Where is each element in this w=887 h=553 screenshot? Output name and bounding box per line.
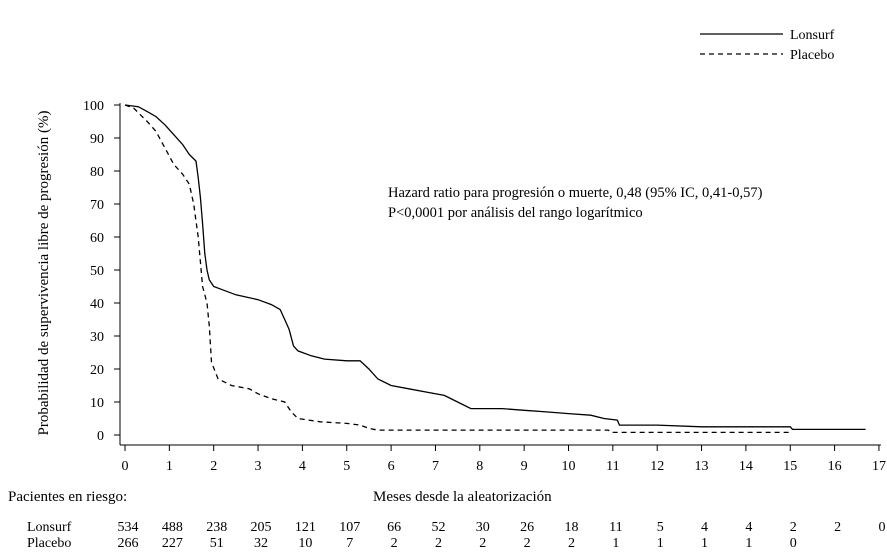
at-risk-value-lonsurf: 488 <box>162 520 183 535</box>
x-tick-label: 17 <box>872 459 886 474</box>
at-risk-value-placebo: 32 <box>254 536 268 551</box>
x-tick-label: 6 <box>388 459 395 474</box>
at-risk-value-placebo: 2 <box>479 536 486 551</box>
at-risk-table: Lonsurf Placebo 534 488 238 205 121 107 66 52 30… <box>27 520 885 551</box>
x-tick-label: 1 <box>166 459 173 474</box>
at-risk-value-lonsurf: 121 <box>295 520 316 535</box>
axes <box>119 103 881 446</box>
at-risk-value-placebo: 266 <box>118 536 139 551</box>
x-tick-label: 0 <box>122 459 129 474</box>
x-tick-label: 4 <box>299 459 306 474</box>
y-tick-label: 50 <box>90 264 104 279</box>
x-tick-label: 8 <box>476 459 483 474</box>
curve-placebo <box>124 104 791 434</box>
x-tick-label: 9 <box>521 459 528 474</box>
legend-label-lonsurf: Lonsurf <box>790 28 835 43</box>
curve-lonsurf <box>124 104 866 431</box>
x-tick-label: 7 <box>432 459 439 474</box>
y-tick-label: 10 <box>90 396 104 411</box>
y-tick-label: 80 <box>90 165 104 180</box>
x-axis-title: Meses desde la aleatorización <box>373 489 552 505</box>
at-risk-value-placebo: 51 <box>210 536 224 551</box>
at-risk-value-placebo: 2 <box>568 536 575 551</box>
x-tick-label: 11 <box>606 459 619 474</box>
at-risk-value-placebo: 1 <box>701 536 708 551</box>
at-risk-value-lonsurf: 205 <box>251 520 272 535</box>
x-tick-label: 5 <box>343 459 350 474</box>
y-tick-label: 60 <box>90 231 104 246</box>
x-tick-label: 13 <box>695 459 709 474</box>
at-risk-value-lonsurf: 5 <box>657 520 664 535</box>
at-risk-value-placebo: 227 <box>162 536 183 551</box>
at-risk-value-lonsurf: 52 <box>431 520 445 535</box>
y-tick-label: 20 <box>90 363 104 378</box>
at-risk-value-lonsurf: 534 <box>118 520 139 535</box>
legend-label-placebo: Placebo <box>790 48 834 63</box>
survival-curves <box>124 104 866 434</box>
at-risk-value-lonsurf: 66 <box>387 520 401 535</box>
y-ticks: 0 10 20 30 40 50 60 70 80 90 100 <box>83 99 120 444</box>
at-risk-value-placebo: 1 <box>612 536 619 551</box>
at-risk-value-lonsurf: 30 <box>476 520 490 535</box>
at-risk-value-lonsurf: 2 <box>790 520 797 535</box>
at-risk-value-lonsurf: 0 <box>878 520 885 535</box>
at-risk-value-placebo: 2 <box>435 536 442 551</box>
at-risk-value-lonsurf: 26 <box>520 520 534 535</box>
x-tick-label: 14 <box>739 459 753 474</box>
y-tick-label: 100 <box>83 99 104 114</box>
y-tick-label: 70 <box>90 198 104 213</box>
at-risk-value-placebo: 1 <box>745 536 752 551</box>
at-risk-value-lonsurf: 107 <box>339 520 360 535</box>
p-value-text: P<0,0001 por análisis del rango logarítm… <box>388 205 643 221</box>
x-tick-label: 15 <box>783 459 797 474</box>
at-risk-title: Pacientes en riesgo: <box>8 489 127 505</box>
at-risk-row-label-lonsurf: Lonsurf <box>27 520 72 535</box>
at-risk-value-lonsurf: 18 <box>565 520 579 535</box>
y-tick-label: 40 <box>90 297 104 312</box>
y-tick-label: 0 <box>97 429 104 444</box>
x-tick-label: 3 <box>255 459 262 474</box>
at-risk-value-lonsurf: 2 <box>834 520 841 535</box>
at-risk-value-lonsurf: 238 <box>206 520 227 535</box>
hazard-ratio-text: Hazard ratio para progresión o muerte, 0… <box>388 185 763 201</box>
x-ticks: 0 1 2 3 4 5 6 7 8 9 10 11 12 13 14 15 16 17 <box>122 445 886 474</box>
at-risk-value-placebo: 7 <box>346 536 353 551</box>
y-tick-label: 30 <box>90 330 104 345</box>
x-tick-label: 10 <box>562 459 576 474</box>
x-tick-label: 16 <box>828 459 842 474</box>
at-risk-value-placebo: 1 <box>657 536 664 551</box>
at-risk-value-placebo: 2 <box>524 536 531 551</box>
at-risk-value-placebo: 2 <box>391 536 398 551</box>
x-tick-label: 2 <box>210 459 217 474</box>
y-axis-title: Probabilidad de supervivencia libre de p… <box>36 111 52 436</box>
y-tick-label: 90 <box>90 132 104 147</box>
at-risk-value-placebo: 10 <box>298 536 312 551</box>
at-risk-value-lonsurf: 4 <box>701 520 708 535</box>
at-risk-value-lonsurf: 4 <box>745 520 752 535</box>
x-tick-label: 12 <box>650 459 664 474</box>
at-risk-value-lonsurf: 11 <box>609 520 622 535</box>
at-risk-value-placebo: 0 <box>790 536 797 551</box>
at-risk-row-label-placebo: Placebo <box>27 536 71 551</box>
legend: Lonsurf Placebo <box>700 28 835 63</box>
annotation: Hazard ratio para progresión o muerte, 0… <box>388 185 763 221</box>
